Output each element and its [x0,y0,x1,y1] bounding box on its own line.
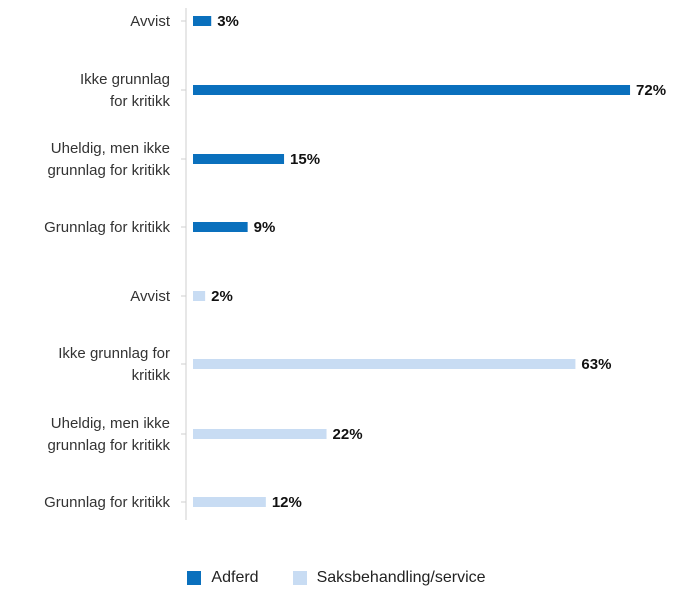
value-label-saksbehandling-1: 63% [581,356,611,373]
legend-item-adferd: Adferd [187,569,259,587]
value-label-saksbehandling-3: 12% [272,494,302,511]
category-label-saksbehandling-1: Ikke grunnlag for kritikk [58,345,170,384]
category-label-adferd-3: Grunnlag for kritikk [44,219,170,236]
legend-swatch-saksbehandling [292,571,307,585]
category-label-saksbehandling-2: Uheldig, men ikke grunnlag for kritikk [47,415,170,454]
bar-adferd-3 [193,222,248,232]
legend-label-saksbehandling: Saksbehandling/service [316,569,486,586]
value-label-adferd-0: 3% [217,13,239,30]
category-label-adferd-0: Avvist [130,13,171,30]
legend-label-adferd: Adferd [211,569,259,586]
bar-adferd-2 [193,154,285,164]
bar-saksbehandling-3 [193,497,266,507]
bar-saksbehandling-0 [193,291,206,301]
value-label-adferd-3: 9% [254,219,276,236]
bar-saksbehandling-1 [193,359,576,369]
category-label-adferd-2: Uheldig, men ikke grunnlag for kritikk [47,140,170,179]
category-label-saksbehandling-3: Grunnlag for kritikk [44,494,170,511]
bar-saksbehandling-2 [193,429,327,439]
value-label-saksbehandling-0: 2% [211,288,233,305]
legend-swatch-adferd [187,571,202,585]
value-label-adferd-2: 15% [290,151,320,168]
bar-chart: 3% Avvist 72% Ikke grunnlag for kritikk 15% Uh… [44,8,666,520]
legend: Adferd Saksbehandling/service [0,567,673,589]
category-label-saksbehandling-0: Avvist [130,288,171,305]
legend-item-saksbehandling: Saksbehandling/service [292,569,486,587]
bar-adferd-1 [193,85,631,95]
value-label-adferd-1: 72% [636,82,666,99]
bar-adferd-0 [193,16,212,26]
value-label-saksbehandling-2: 22% [333,426,363,443]
category-label-adferd-1: Ikke grunnlag for kritikk [80,71,171,110]
